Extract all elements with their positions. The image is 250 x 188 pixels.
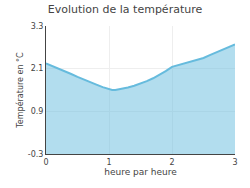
svg-text:Température en °C: Température en °C [15, 52, 25, 129]
svg-text:2.1: 2.1 [31, 64, 44, 73]
svg-text:3: 3 [232, 158, 237, 167]
svg-text:2: 2 [169, 158, 174, 167]
svg-text:3.3: 3.3 [31, 22, 44, 31]
svg-text:heure par heure: heure par heure [104, 167, 177, 177]
svg-text:1: 1 [106, 158, 111, 167]
svg-text:0: 0 [43, 158, 48, 167]
svg-text:Evolution de la température: Evolution de la température [48, 3, 203, 16]
svg-text:-0.3: -0.3 [28, 150, 44, 159]
svg-text:0.9: 0.9 [31, 107, 44, 116]
